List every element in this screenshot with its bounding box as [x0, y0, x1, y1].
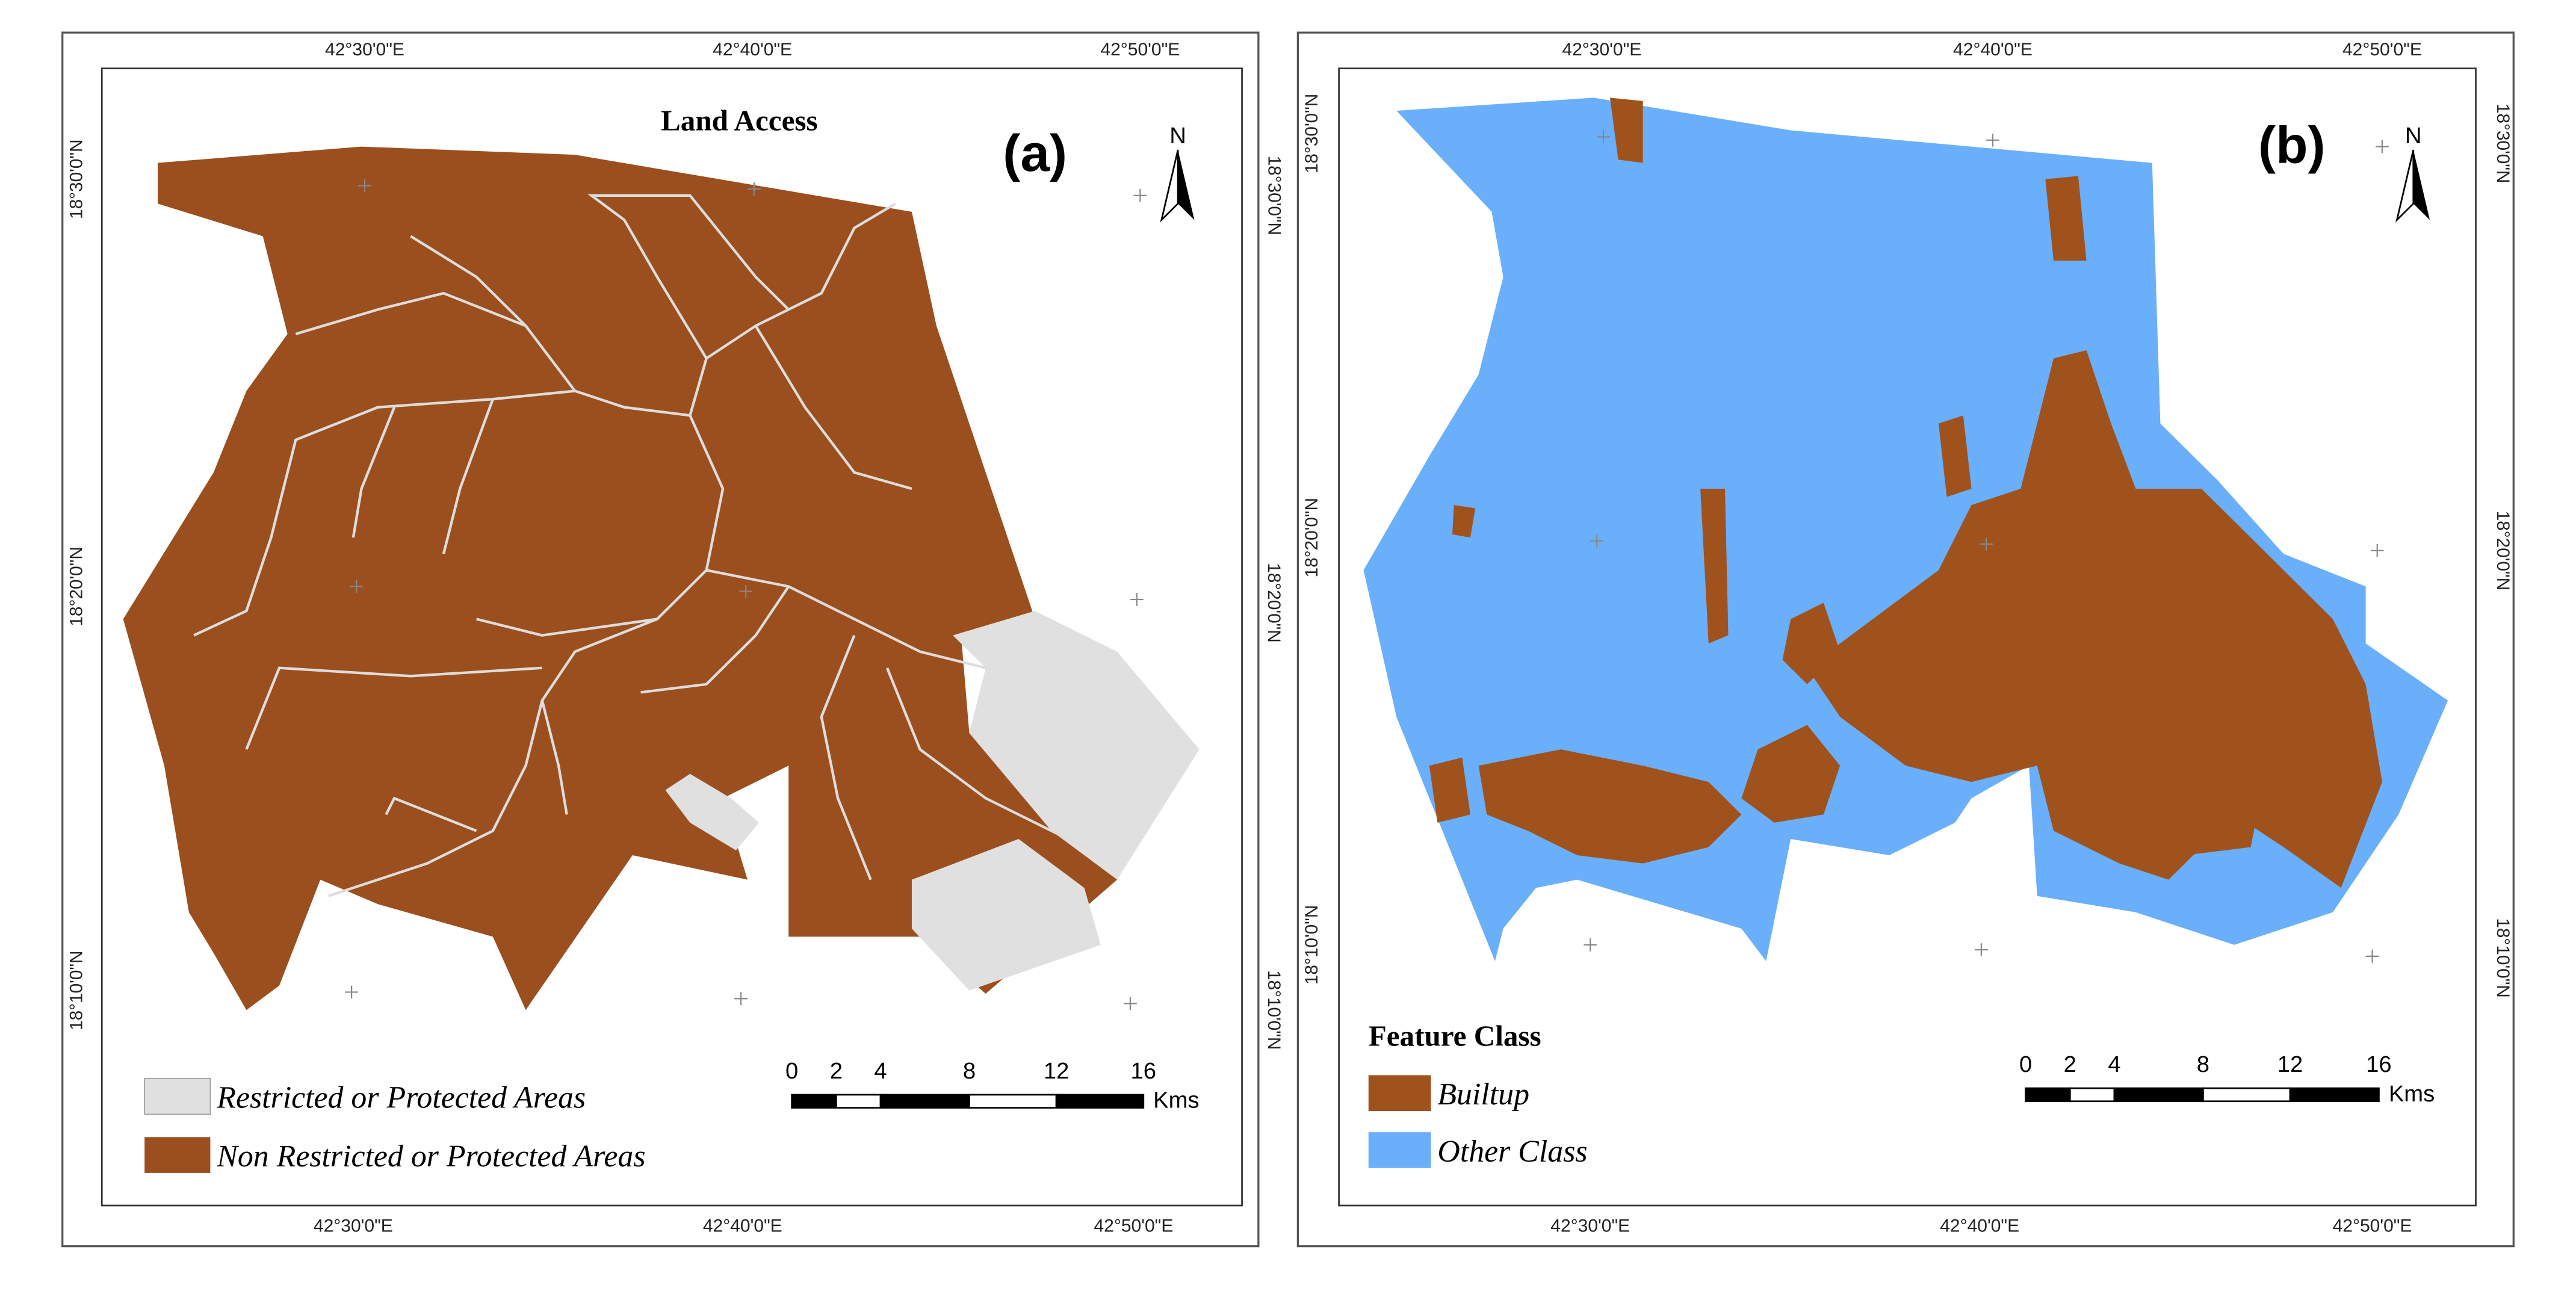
- longitude-label: 42°40'0"E: [713, 40, 792, 60]
- scale-label: 12: [2277, 1052, 2303, 1077]
- latitude-label: 18°30'0"N: [66, 140, 86, 219]
- longitude-label: 42°40'0"E: [703, 1216, 782, 1236]
- latitude-label: 18°30'0"N: [2493, 104, 2513, 183]
- latitude-label: 18°30'0"N: [1302, 94, 1322, 173]
- scale-label: 16: [2366, 1052, 2392, 1077]
- longitude-label: 42°50'0"E: [2333, 1216, 2412, 1236]
- panel-label: (b): [2258, 116, 2326, 175]
- longitude-label: 42°30'0"E: [1562, 40, 1641, 60]
- north-arrow: [2413, 150, 2430, 220]
- longitude-label: 42°50'0"E: [2342, 40, 2422, 60]
- latitude-label: 18°20'0"N: [1264, 563, 1284, 642]
- latitude-label: 18°20'0"N: [66, 546, 86, 626]
- scale-label: 4: [2108, 1052, 2120, 1077]
- scale-label: 2: [830, 1059, 843, 1084]
- latitude-label: 18°30'0"N: [1264, 156, 1284, 235]
- longitude-label: 42°30'0"E: [325, 40, 404, 60]
- scale-segment: [879, 1094, 970, 1109]
- panel-label: (a): [1003, 125, 1067, 183]
- scale-label: 12: [1044, 1059, 1070, 1084]
- legend-swatch: [144, 1137, 211, 1173]
- rivers: [193, 194, 1085, 897]
- north-label: N: [2405, 123, 2422, 149]
- non-restricted-area: [123, 146, 1118, 1011]
- latitude-label: 18°10'0"N: [1264, 970, 1284, 1050]
- scale-segment: [2113, 1087, 2204, 1103]
- latitude-label: 18°10'0"N: [66, 951, 86, 1030]
- latitude-label: 18°10'0"N: [1302, 905, 1322, 985]
- grid-crosses: [345, 179, 1147, 1011]
- legend-label: Other Class: [1437, 1134, 1587, 1169]
- restricted-area: [665, 773, 760, 850]
- legend-swatch: [1368, 1132, 1431, 1168]
- map-title: Land Access: [661, 104, 818, 137]
- legend-label: Non Restricted or Protected Areas: [216, 1139, 645, 1174]
- scale-segment: [2289, 1087, 2380, 1103]
- legend-swatch: [144, 1078, 211, 1115]
- longitude-label: 42°30'0"E: [314, 1216, 393, 1236]
- longitude-label: 42°30'0"E: [1550, 1216, 1630, 1236]
- longitude-label: 42°50'0"E: [1100, 40, 1180, 60]
- longitude-label: 42°40'0"E: [1940, 1216, 2019, 1236]
- scale-label: 4: [874, 1059, 887, 1084]
- latitude-label: 18°20'0"N: [2493, 511, 2513, 590]
- land-access-map: [123, 146, 1200, 1011]
- scale-unit: Kms: [2389, 1082, 2435, 1107]
- scale-label: 0: [2019, 1052, 2032, 1077]
- legend-label: Builtup: [1437, 1077, 1529, 1112]
- latitude-label: 18°10'0"N: [2493, 918, 2513, 997]
- scale-unit: Kms: [1153, 1088, 1199, 1113]
- scale-label: 0: [785, 1059, 798, 1084]
- legend-title: Feature Class: [1369, 1020, 1541, 1053]
- scale-segment: [968, 1094, 1057, 1109]
- scale-segment: [2202, 1087, 2291, 1103]
- latitude-label: 18°20'0"N: [1302, 498, 1322, 577]
- restricted-area: [911, 838, 1101, 991]
- feature-class-map: [1363, 98, 2448, 963]
- north-arrow: [1178, 150, 1195, 220]
- scale-segment: [2069, 1087, 2116, 1103]
- scale-label: 2: [2064, 1052, 2076, 1077]
- legend-label: Restricted or Protected Areas: [216, 1081, 586, 1115]
- restricted-area: [953, 611, 1200, 880]
- scale-label: 8: [963, 1059, 976, 1084]
- grid-crosses: [1584, 130, 2389, 963]
- longitude-label: 42°50'0"E: [1094, 1216, 1173, 1236]
- scale-segment: [791, 1094, 837, 1109]
- scale-label: 16: [1131, 1059, 1157, 1084]
- scale-segment: [1055, 1094, 1145, 1109]
- builtup-areas: [1429, 98, 2382, 888]
- longitude-label: 42°40'0"E: [1953, 40, 2033, 60]
- legend-swatch: [1368, 1075, 1431, 1112]
- scale-segment: [2025, 1087, 2071, 1103]
- scale-label: 8: [2197, 1052, 2209, 1077]
- north-label: N: [1169, 123, 1186, 149]
- scale-segment: [835, 1094, 882, 1109]
